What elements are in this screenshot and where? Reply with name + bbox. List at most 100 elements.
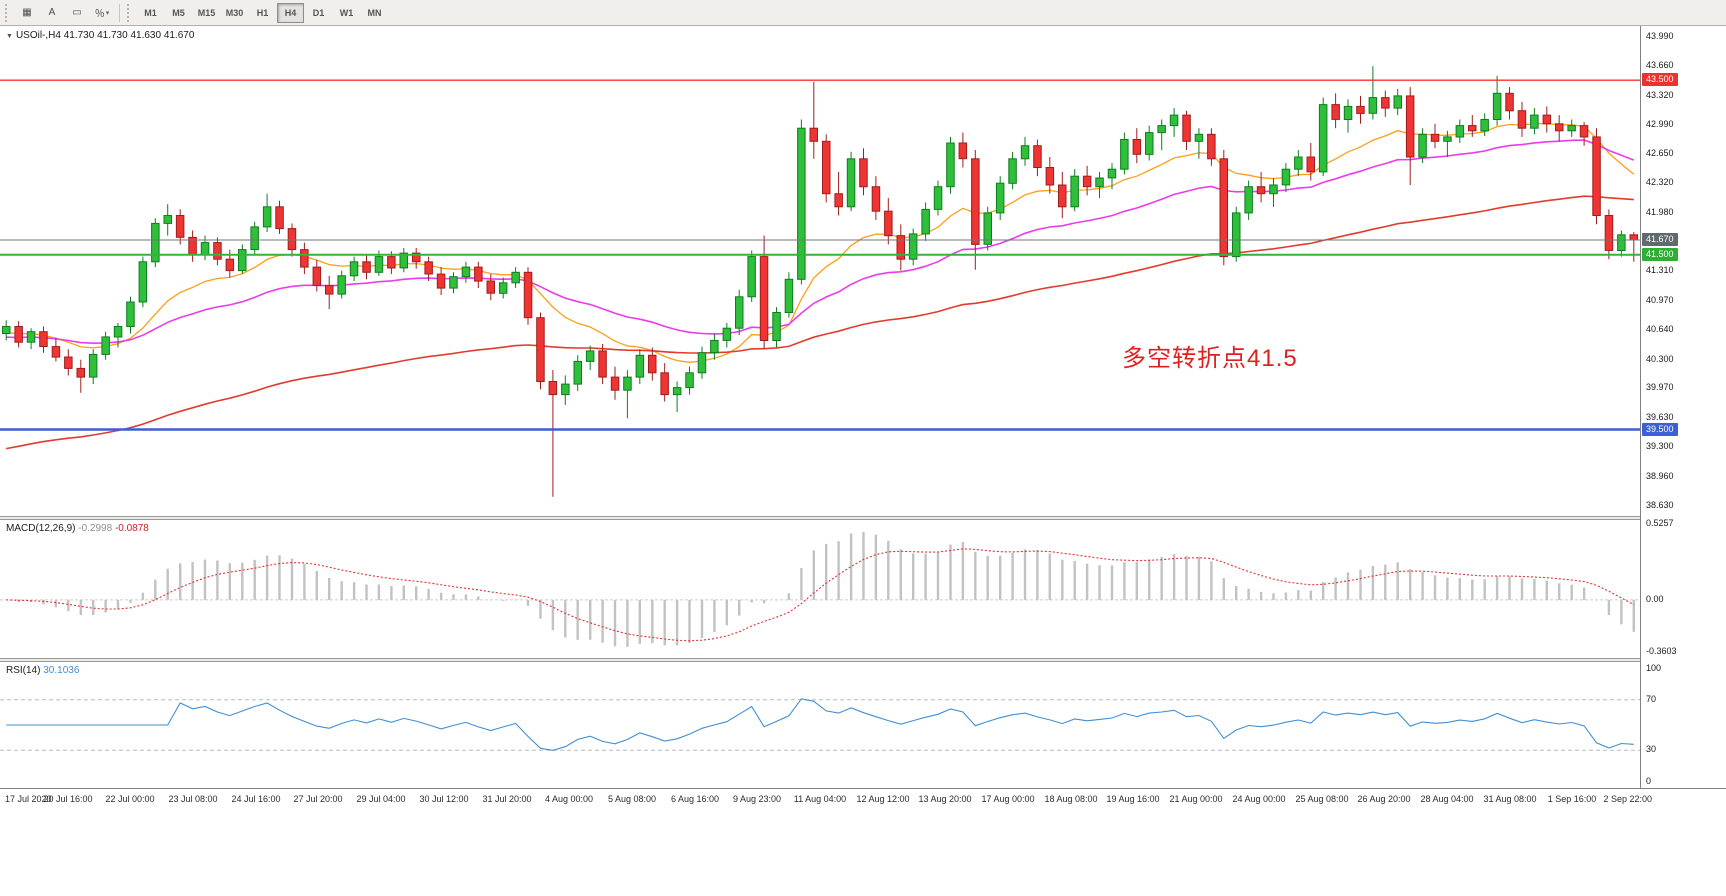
candle-body [958,142,968,160]
toolbar-separator [119,3,120,22]
time-axis-label: 18 Aug 08:00 [1044,794,1098,804]
panel-divider[interactable] [0,658,1726,662]
candle-body [200,242,210,256]
candle-body [113,326,123,338]
main-chart-panel[interactable]: ▼ USOil-,H4 41.730 41.730 41.630 41.670 多… [0,26,1640,516]
candle-body [1443,136,1452,142]
timeframe-button-w1[interactable]: W1 [339,7,354,18]
candle-body [933,186,943,210]
candle-body [1468,125,1477,132]
timeframe-button-m15[interactable]: M15 [197,7,216,18]
tile-windows-icon[interactable]: ▦ [15,3,39,23]
candle-body [163,215,172,224]
price-axis-label: 43.320 [1646,90,1674,100]
candle-body [809,127,818,142]
ma-slow-red [6,195,1634,450]
tile-windows-icon-glyph: ▦ [22,7,32,18]
candle-body [126,301,135,327]
chart-annotation: 多空转折点41.5 [1122,345,1298,372]
candle-body [101,336,110,355]
timeframe-button-mn[interactable]: MN [367,7,382,18]
toolbar: ▦ A ▭ ％ ▾ M1 M5 M15 M30 H1 H4 D1 W1 MN [0,0,1726,26]
time-axis-label: 31 Aug 08:00 [1483,794,1537,804]
price-axis-label: 43.660 [1646,60,1674,70]
candle-body [1430,133,1440,142]
price-badge-39500: 39.500 [1642,423,1678,436]
candle-body [1232,212,1241,258]
candle-body [1418,133,1427,158]
timeframe-button-m5[interactable]: M5 [172,7,185,18]
candle-body [548,381,558,396]
style-dropdown-button[interactable]: ％ ▾ [90,3,114,23]
panel-divider[interactable] [0,516,1726,520]
candle-body [1207,133,1216,160]
candle-body [697,352,707,374]
candle-body [1604,215,1614,251]
rsi-panel[interactable]: RSI(14) 30.1036 [0,662,1640,788]
macd-axis-label: 0.00 [1646,594,1664,604]
time-axis[interactable]: 17 Jul 2020 20 Jul 16:00 22 Jul 00:00 23 Ju… [0,788,1726,812]
timeframe-button-m30[interactable]: M30 [225,7,244,18]
timeframe-button-m1[interactable]: M1 [144,7,157,18]
candle-body [1567,125,1576,132]
candle-body [1219,158,1228,258]
time-axis-label: 29 Jul 04:00 [356,794,406,804]
candle-body [846,158,856,208]
macd-value-signal: -0.0878 [114,523,149,534]
candle-body [51,346,61,358]
timeframe-button-h4[interactable]: H4 [277,2,304,23]
symbol-ohlc-text: USOil-,H4 41.730 41.730 41.630 41.670 [15,30,195,41]
price-axis-label: 38.630 [1646,500,1674,510]
candle-body [995,182,1005,214]
toolbar-grip[interactable] [5,3,11,22]
toolbar-grip[interactable] [127,3,133,22]
macd-signal-line [6,548,1635,642]
candle-body [64,356,73,369]
rsi-axis-label: 30 [1646,744,1657,754]
dropdown-caret-icon: ▾ [105,9,110,17]
text-label-button[interactable]: A [40,3,64,23]
candlestick-chart[interactable] [0,26,1640,516]
candle-body [399,252,408,269]
candle-body [175,215,185,238]
candle-body [1393,95,1402,109]
macd-chart[interactable] [0,520,1640,658]
chart-collapse-icon[interactable]: ▼ [6,33,13,40]
time-axis-label: 28 Aug 04:00 [1420,794,1474,804]
candle-body [1542,114,1552,125]
candle-body [1294,156,1303,170]
macd-name: MACD(12,26,9) [6,523,76,534]
candle-body [1368,97,1378,114]
rsi-axis-label: 0 [1646,776,1652,786]
candle-body [498,282,508,294]
rectangle-tool-button[interactable]: ▭ [65,3,89,23]
ma-fast-orange [6,123,1635,363]
time-axis-label: 27 Jul 20:00 [293,794,343,804]
price-axis[interactable]: 43.990 43.660 43.320 42.990 42.650 42.320 41.9… [1640,26,1726,788]
macd-panel[interactable]: MACD(12,26,9) -0.2998 -0.0878 [0,520,1640,658]
timeframe-button-h1[interactable]: H1 [256,7,269,18]
candle-body [1356,105,1365,114]
candle-body [1082,175,1092,188]
macd-axis-label: -0.3603 [1646,646,1677,656]
candle-body [735,296,744,329]
rectangle-tool-button-glyph: ▭ [72,7,82,18]
candle-body [722,327,732,341]
candle-body [1281,168,1291,186]
candle-body [449,276,458,289]
macd-value-main: -0.2998 [78,523,113,534]
candle-body [1132,139,1142,155]
price-axis-label: 42.650 [1646,148,1674,158]
candle-body [1455,125,1465,138]
candle-body [1405,95,1415,158]
rsi-name: RSI(14) [6,665,41,676]
rsi-label: RSI(14) 30.1036 [6,665,79,676]
timeframe-button-d1[interactable]: D1 [312,7,325,18]
price-axis-label: 40.970 [1646,295,1674,305]
rsi-chart[interactable] [0,662,1640,788]
candle-body [349,261,359,277]
time-axis-label: 12 Aug 12:00 [856,794,910,804]
candle-body [424,261,433,275]
candle-body [1381,97,1390,109]
